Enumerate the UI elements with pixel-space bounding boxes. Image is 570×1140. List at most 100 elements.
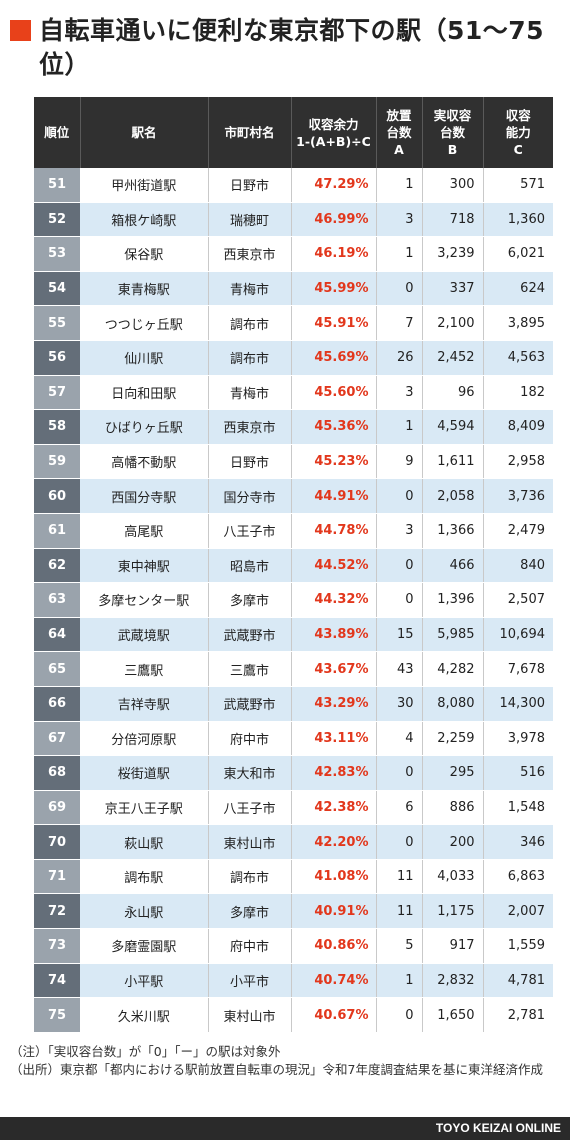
actual-parked-cell: 1,650 (422, 997, 484, 1033)
header-station: 駅名 (80, 97, 209, 168)
abandoned-count-cell: 1 (376, 963, 423, 999)
actual-parked-cell: 4,282 (422, 651, 484, 687)
rank-cell: 72 (34, 893, 80, 930)
city-cell: 多摩市 (208, 893, 292, 930)
capacity-cell: 1,360 (483, 202, 553, 238)
actual-parked-cell: 5,985 (422, 617, 484, 653)
capacity-margin-cell: 43.29% (291, 686, 377, 722)
page-title: 自転車通いに便利な東京都下の駅（51〜75位） (39, 16, 545, 79)
table-header-row: 順位 駅名 市町村名 収容余力 1-(A+B)÷C 放置 台数 A 実収容 台数… (34, 97, 553, 168)
abandoned-count-cell: 1 (376, 168, 423, 203)
capacity-cell: 516 (483, 755, 553, 791)
actual-parked-cell: 200 (422, 824, 484, 860)
actual-parked-cell: 2,058 (422, 478, 484, 514)
capacity-cell: 7,678 (483, 651, 553, 687)
capacity-margin-cell: 44.91% (291, 478, 377, 514)
actual-parked-cell: 886 (422, 790, 484, 826)
city-cell: 国分寺市 (208, 478, 292, 514)
station-cell: 分倍河原駅 (80, 721, 209, 757)
city-cell: 八王子市 (208, 790, 292, 826)
actual-parked-cell: 295 (422, 755, 484, 791)
abandoned-count-cell: 26 (376, 340, 423, 376)
capacity-cell: 6,863 (483, 859, 553, 895)
table-row: 58 ひばりヶ丘駅 西東京市 45.36% 1 4,594 8,409 (34, 409, 553, 445)
actual-parked-cell: 1,611 (422, 444, 484, 480)
table-row: 66 吉祥寺駅 武蔵野市 43.29% 30 8,080 14,300 (34, 686, 553, 722)
capacity-margin-cell: 45.60% (291, 375, 377, 411)
actual-parked-cell: 1,175 (422, 893, 484, 930)
city-cell: 日野市 (208, 168, 292, 203)
capacity-margin-cell: 43.89% (291, 617, 377, 653)
capacity-cell: 8,409 (483, 409, 553, 445)
abandoned-count-cell: 0 (376, 548, 423, 584)
city-cell: 府中市 (208, 721, 292, 757)
city-cell: 昭島市 (208, 548, 292, 584)
actual-parked-cell: 718 (422, 202, 484, 238)
rank-cell: 70 (34, 824, 80, 860)
station-cell: 桜街道駅 (80, 755, 209, 791)
table-row: 67 分倍河原駅 府中市 43.11% 4 2,259 3,978 (34, 721, 553, 757)
city-cell: 八王子市 (208, 513, 292, 549)
capacity-cell: 1,548 (483, 790, 553, 826)
table-row: 72 永山駅 多摩市 40.91% 11 1,175 2,007 (34, 893, 553, 930)
capacity-cell: 1,559 (483, 928, 553, 964)
station-cell: 調布駅 (80, 859, 209, 895)
abandoned-count-cell: 11 (376, 859, 423, 895)
capacity-cell: 10,694 (483, 617, 553, 653)
actual-parked-cell: 96 (422, 375, 484, 411)
table-row: 57 日向和田駅 青梅市 45.60% 3 96 182 (34, 375, 553, 411)
rank-cell: 65 (34, 651, 80, 687)
station-cell: 箱根ケ崎駅 (80, 202, 209, 238)
capacity-cell: 571 (483, 168, 553, 203)
table-row: 60 西国分寺駅 国分寺市 44.91% 0 2,058 3,736 (34, 478, 553, 514)
capacity-cell: 3,978 (483, 721, 553, 757)
abandoned-count-cell: 5 (376, 928, 423, 964)
actual-parked-cell: 337 (422, 271, 484, 307)
rank-cell: 54 (34, 271, 80, 307)
table-row: 62 東中神駅 昭島市 44.52% 0 466 840 (34, 548, 553, 584)
table-row: 51 甲州街道駅 日野市 47.29% 1 300 571 (34, 168, 553, 203)
capacity-cell: 3,736 (483, 478, 553, 514)
actual-parked-cell: 8,080 (422, 686, 484, 722)
city-cell: 西東京市 (208, 236, 292, 272)
station-cell: 久米川駅 (80, 997, 209, 1033)
footnotes: （注）「実収容台数」が「0」「ー」の駅は対象外 （出所）東京都「都内における駅前… (10, 1043, 562, 1079)
capacity-margin-cell: 42.20% (291, 824, 377, 860)
city-cell: 武蔵野市 (208, 617, 292, 653)
table-row: 70 萩山駅 東村山市 42.20% 0 200 346 (34, 824, 553, 860)
capacity-cell: 182 (483, 375, 553, 411)
table-row: 69 京王八王子駅 八王子市 42.38% 6 886 1,548 (34, 790, 553, 826)
abandoned-count-cell: 6 (376, 790, 423, 826)
actual-parked-cell: 3,239 (422, 236, 484, 272)
city-cell: 東大和市 (208, 755, 292, 791)
capacity-cell: 4,781 (483, 963, 553, 999)
abandoned-count-cell: 0 (376, 271, 423, 307)
city-cell: 調布市 (208, 859, 292, 895)
abandoned-count-cell: 3 (376, 513, 423, 549)
table-row: 54 東青梅駅 青梅市 45.99% 0 337 624 (34, 271, 553, 307)
rank-cell: 69 (34, 790, 80, 826)
title-marker (10, 20, 31, 41)
actual-parked-cell: 2,832 (422, 963, 484, 999)
rank-cell: 68 (34, 755, 80, 791)
capacity-margin-cell: 44.78% (291, 513, 377, 549)
capacity-cell: 624 (483, 271, 553, 307)
table-row: 52 箱根ケ崎駅 瑞穂町 46.99% 3 718 1,360 (34, 202, 553, 238)
station-cell: 萩山駅 (80, 824, 209, 860)
capacity-margin-cell: 44.32% (291, 582, 377, 618)
rank-cell: 61 (34, 513, 80, 549)
footer-bar: TOYO KEIZAI ONLINE (0, 1117, 570, 1140)
capacity-margin-cell: 40.86% (291, 928, 377, 964)
rank-cell: 53 (34, 236, 80, 272)
capacity-margin-cell: 46.19% (291, 236, 377, 272)
rank-cell: 63 (34, 582, 80, 618)
table-row: 63 多摩センター駅 多摩市 44.32% 0 1,396 2,507 (34, 582, 553, 618)
actual-parked-cell: 2,259 (422, 721, 484, 757)
rank-cell: 55 (34, 305, 80, 341)
city-cell: 三鷹市 (208, 651, 292, 687)
header-capacity-margin: 収容余力 1-(A+B)÷C (291, 97, 377, 168)
station-cell: 京王八王子駅 (80, 790, 209, 826)
rank-cell: 62 (34, 548, 80, 584)
station-cell: 武蔵境駅 (80, 617, 209, 653)
station-cell: 多磨霊園駅 (80, 928, 209, 964)
